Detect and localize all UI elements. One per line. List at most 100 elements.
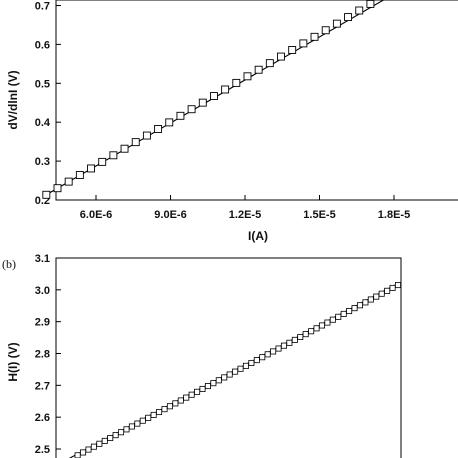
panel-a: 0.20.30.40.50.60.7 6.0E-6 9.0E-6 1.2E-5 1.5…	[6, 0, 458, 243]
data-point-b	[161, 406, 168, 413]
data-point-a	[265, 59, 274, 68]
y-tick-label-b: 3.0	[35, 285, 50, 297]
data-point-b	[280, 342, 287, 349]
data-point-b	[329, 316, 336, 323]
data-point-b	[394, 282, 401, 289]
data-point-b	[101, 437, 108, 444]
data-point-b	[107, 435, 114, 442]
data-point-b	[335, 313, 342, 320]
y-tick-label-b: 2.7	[35, 380, 50, 392]
data-point-b	[128, 423, 135, 430]
y-tick-label-a: 0.4	[35, 117, 51, 129]
data-point-a	[154, 125, 163, 133]
data-point-a	[142, 131, 151, 140]
data-point-a	[344, 13, 353, 22]
data-point-a	[277, 52, 285, 61]
data-point-a	[321, 26, 330, 35]
data-point-a	[98, 157, 107, 166]
data-point-b	[177, 397, 184, 404]
y-ticks-b: 2.5 2.6 2.7 2.8 2.9 3.0 3.1	[35, 253, 61, 456]
data-point-b	[80, 449, 87, 456]
data-point-a	[210, 92, 218, 101]
y-tick-label-b: 2.9	[35, 317, 50, 329]
x-axis-label-a: I(A)	[248, 229, 268, 243]
data-point-b	[221, 374, 228, 381]
data-point-a	[87, 164, 95, 173]
data-point-a	[355, 6, 364, 15]
data-points-b	[74, 282, 401, 458]
data-point-b	[367, 296, 374, 303]
data-point-a	[187, 105, 196, 114]
data-point-b	[384, 287, 391, 294]
data-point-a	[165, 118, 174, 127]
y-axis-label-b: H(I) (V)	[6, 342, 20, 381]
data-point-b	[318, 322, 325, 329]
data-point-b	[242, 362, 249, 369]
data-point-a	[221, 85, 230, 94]
data-point-b	[210, 380, 217, 387]
data-point-a	[42, 190, 51, 199]
data-point-b	[373, 293, 380, 300]
data-point-a	[120, 144, 129, 153]
data-point-b	[362, 299, 369, 306]
data-point-b	[264, 351, 271, 358]
y-tick-label-b: 2.5	[35, 444, 50, 456]
data-point-b	[302, 331, 309, 338]
data-point-b	[351, 305, 358, 312]
data-point-b	[232, 368, 239, 375]
data-point-a	[198, 98, 207, 107]
data-point-a	[243, 72, 252, 81]
data-point-b	[313, 325, 320, 332]
data-point-a	[109, 151, 118, 160]
data-point-a	[310, 32, 319, 41]
x-tick-label-a: 9.0E-6	[154, 209, 186, 221]
y-tick-label-b: 2.6	[35, 412, 50, 424]
y-tick-label-a: 0.7	[35, 1, 50, 13]
data-point-b	[297, 334, 304, 341]
data-point-b	[96, 440, 103, 447]
panel-label-b: (b)	[2, 257, 16, 271]
x-tick-label-a: 1.2E-5	[229, 209, 261, 221]
data-point-a	[232, 78, 241, 87]
data-point-b	[150, 411, 157, 418]
data-point-b	[226, 371, 233, 378]
data-point-b	[389, 284, 396, 291]
data-point-b	[204, 383, 211, 390]
data-point-b	[324, 319, 331, 326]
y-tick-label-a: 0.3	[35, 156, 50, 168]
data-point-b	[134, 420, 141, 427]
data-point-b	[378, 290, 385, 297]
data-point-a	[288, 46, 297, 54]
data-point-b	[188, 391, 195, 398]
data-point-b	[156, 409, 163, 416]
data-point-b	[248, 359, 255, 366]
data-point-b	[194, 388, 201, 395]
plot-frame-a	[55, 0, 458, 201]
data-point-b	[85, 446, 92, 453]
data-point-b	[215, 377, 222, 384]
data-point-a	[254, 65, 263, 74]
data-point-b	[172, 400, 179, 407]
data-point-a	[131, 138, 140, 147]
y-tick-label-a: 0.5	[35, 78, 50, 90]
x-tick-label-a: 6.0E-6	[80, 209, 112, 221]
data-point-b	[145, 414, 152, 421]
data-point-b	[286, 339, 293, 346]
y-ticks-a: 0.20.30.40.50.60.7	[35, 1, 61, 207]
data-point-b	[139, 417, 146, 424]
x-tick-label-a: 1.5E-5	[303, 209, 335, 221]
data-point-b	[199, 385, 206, 392]
data-point-a	[75, 171, 84, 179]
data-point-b	[118, 429, 125, 436]
data-point-b	[112, 432, 119, 439]
data-points-a	[42, 0, 375, 199]
y-tick-label-b: 3.1	[35, 253, 50, 265]
data-point-b	[340, 310, 347, 317]
data-point-b	[356, 302, 363, 309]
data-point-b	[259, 354, 266, 361]
x-tick-label-a: 1.8E-5	[378, 209, 410, 221]
y-axis-label-a: dV/dlnI (V)	[6, 70, 20, 129]
data-point-b	[275, 345, 282, 352]
data-point-a	[299, 39, 308, 48]
